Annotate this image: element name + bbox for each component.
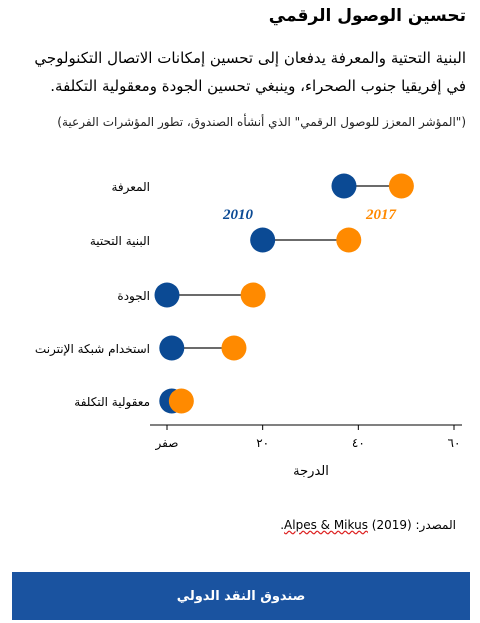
x-tick-label: صفر	[155, 436, 179, 451]
data-point-2017	[240, 282, 266, 308]
data-point-2017	[388, 173, 414, 199]
chart-title: تحسين الوصول الرقمي	[268, 6, 466, 26]
category-label: الجودة	[117, 289, 150, 304]
data-point-2017	[168, 388, 194, 414]
source-note: المصدر: Alpes & Mikus (2019).	[280, 518, 456, 532]
x-axis-title: الدرجة	[293, 464, 329, 479]
data-point-2010	[159, 335, 185, 361]
source-year: (2019).	[280, 518, 412, 532]
category-label: معقولية التكلفة	[74, 395, 150, 410]
category-label: البنية التحتية	[90, 234, 150, 248]
data-point-2010	[331, 173, 357, 199]
dot-plot-chart: صفر ٢٠ ٤٠ ٦٠ الدرجة المعرفة البنية التحتية الجو…	[35, 173, 462, 479]
source-prefix: المصدر:	[415, 518, 456, 532]
footer-banner: صندوق النقد الدولي	[12, 572, 470, 620]
category-label: المعرفة	[111, 180, 150, 195]
x-tick-label: ٦٠	[448, 436, 461, 450]
chart-subtitle: البنية التحتية والمعرفة يدفعان إلى تحسين…	[34, 49, 466, 95]
x-tick-label: ٢٠	[256, 436, 269, 450]
category-label: استخدام شبكة الإنترنت	[35, 342, 150, 357]
source-author: Alpes & Mikus	[284, 518, 368, 532]
legend-label-2017: 2017	[365, 207, 397, 223]
data-point-2017	[221, 335, 247, 361]
data-point-2010	[250, 227, 276, 253]
data-point-2017	[336, 227, 362, 253]
legend-label-2010: 2010	[222, 207, 254, 223]
footer-label: صندوق النقد الدولي	[176, 588, 306, 604]
chart-note: ("المؤشر المعزز للوصول الرقمي" الذي أنشأ…	[57, 115, 466, 129]
x-tick-label: ٤٠	[352, 436, 365, 450]
data-point-2010	[154, 282, 180, 308]
